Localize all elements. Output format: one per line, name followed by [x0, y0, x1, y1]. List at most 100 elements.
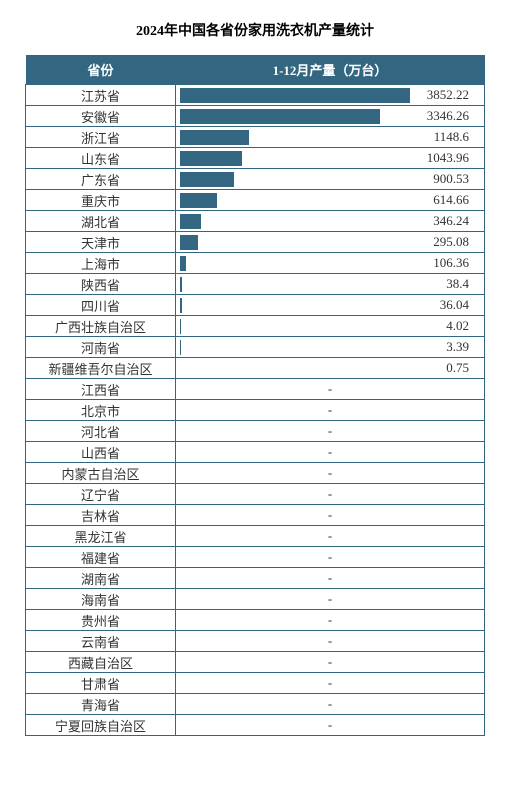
dash-text: -: [176, 696, 484, 712]
value-text: 1043.96: [427, 150, 469, 166]
bar-container: 295.08: [176, 232, 484, 252]
province-cell: 贵州省: [26, 610, 176, 631]
table-row: 云南省-: [26, 631, 485, 652]
value-text: 900.53: [433, 171, 469, 187]
value-text: 3.39: [446, 339, 469, 355]
province-cell: 河北省: [26, 421, 176, 442]
value-text: 1148.6: [434, 129, 469, 145]
value-cell: -: [176, 463, 485, 484]
province-cell: 湖南省: [26, 568, 176, 589]
value-cell: -: [176, 694, 485, 715]
bar-container: 346.24: [176, 211, 484, 231]
bar-container: 900.53: [176, 169, 484, 189]
value-cell: 900.53: [176, 169, 485, 190]
dash-text: -: [176, 465, 484, 481]
value-cell: 0.75: [176, 358, 485, 379]
data-bar: [180, 214, 201, 229]
table-row: 福建省-: [26, 547, 485, 568]
province-cell: 云南省: [26, 631, 176, 652]
data-bar: [180, 88, 410, 103]
province-cell: 浙江省: [26, 127, 176, 148]
table-row: 宁夏回族自治区-: [26, 715, 485, 736]
dash-text: -: [176, 507, 484, 523]
province-cell: 吉林省: [26, 505, 176, 526]
dash-text: -: [176, 633, 484, 649]
table-row: 贵州省-: [26, 610, 485, 631]
bar-container: 1043.96: [176, 148, 484, 168]
value-text: 106.36: [433, 255, 469, 271]
data-bar: [180, 298, 182, 313]
value-text: 614.66: [433, 192, 469, 208]
data-bar: [180, 130, 249, 145]
province-cell: 宁夏回族自治区: [26, 715, 176, 736]
dash-text: -: [176, 717, 484, 733]
value-text: 36.04: [440, 297, 469, 313]
table-row: 辽宁省-: [26, 484, 485, 505]
bar-container: 3.39: [176, 337, 484, 357]
value-cell: -: [176, 589, 485, 610]
value-cell: 3852.22: [176, 85, 485, 106]
table-row: 广西壮族自治区4.02: [26, 316, 485, 337]
province-cell: 河南省: [26, 337, 176, 358]
value-cell: -: [176, 379, 485, 400]
dash-text: -: [176, 675, 484, 691]
table-row: 山东省1043.96: [26, 148, 485, 169]
dash-text: -: [176, 381, 484, 397]
table-row: 新疆维吾尔自治区0.75: [26, 358, 485, 379]
table-row: 上海市 106.36: [26, 253, 485, 274]
value-cell: 3346.26: [176, 106, 485, 127]
header-row: 省份 1-12月产量（万台）: [26, 55, 485, 85]
table-row: 湖南省-: [26, 568, 485, 589]
table-row: 陕西省38.4: [26, 274, 485, 295]
province-cell: 重庆市: [26, 190, 176, 211]
province-cell: 甘肃省: [26, 673, 176, 694]
bar-container: 38.4: [176, 274, 484, 294]
province-cell: 青海省: [26, 694, 176, 715]
province-cell: 上海市: [26, 253, 176, 274]
dash-text: -: [176, 444, 484, 460]
chart-title: 2024年中国各省份家用洗衣机产量统计: [25, 20, 485, 40]
value-text: 346.24: [433, 213, 469, 229]
bar-container: 106.36: [176, 253, 484, 273]
value-text: 4.02: [446, 318, 469, 334]
table-row: 青海省-: [26, 694, 485, 715]
table-row: 江西省-: [26, 379, 485, 400]
province-header: 省份: [26, 55, 176, 85]
value-cell: -: [176, 547, 485, 568]
bar-container: 0.75: [176, 358, 484, 378]
province-cell: 海南省: [26, 589, 176, 610]
dash-text: -: [176, 486, 484, 502]
table-row: 重庆市 614.66: [26, 190, 485, 211]
province-cell: 湖北省: [26, 211, 176, 232]
value-cell: -: [176, 484, 485, 505]
dash-text: -: [176, 528, 484, 544]
value-cell: 614.66: [176, 190, 485, 211]
data-bar: [180, 172, 234, 187]
data-bar: [180, 235, 198, 250]
table-row: 河南省 3.39: [26, 337, 485, 358]
value-cell: -: [176, 652, 485, 673]
table-row: 河北省-: [26, 421, 485, 442]
bar-container: 3852.22: [176, 85, 484, 105]
province-cell: 天津市: [26, 232, 176, 253]
value-cell: -: [176, 505, 485, 526]
data-bar: [180, 256, 186, 271]
value-cell: -: [176, 610, 485, 631]
data-bar: [180, 277, 182, 292]
bar-container: 1148.6: [176, 127, 484, 147]
production-table: 省份 1-12月产量（万台） 江苏省3852.22安徽省3346.26浙江省11…: [25, 55, 485, 736]
value-cell: -: [176, 400, 485, 421]
value-cell: 1148.6: [176, 127, 485, 148]
value-cell: -: [176, 526, 485, 547]
dash-text: -: [176, 402, 484, 418]
province-cell: 广东省: [26, 169, 176, 190]
dash-text: -: [176, 423, 484, 439]
province-cell: 北京市: [26, 400, 176, 421]
value-cell: -: [176, 421, 485, 442]
province-cell: 陕西省: [26, 274, 176, 295]
province-cell: 新疆维吾尔自治区: [26, 358, 176, 379]
table-row: 四川省 36.04: [26, 295, 485, 316]
province-cell: 江西省: [26, 379, 176, 400]
province-cell: 四川省: [26, 295, 176, 316]
table-row: 广东省 900.53: [26, 169, 485, 190]
